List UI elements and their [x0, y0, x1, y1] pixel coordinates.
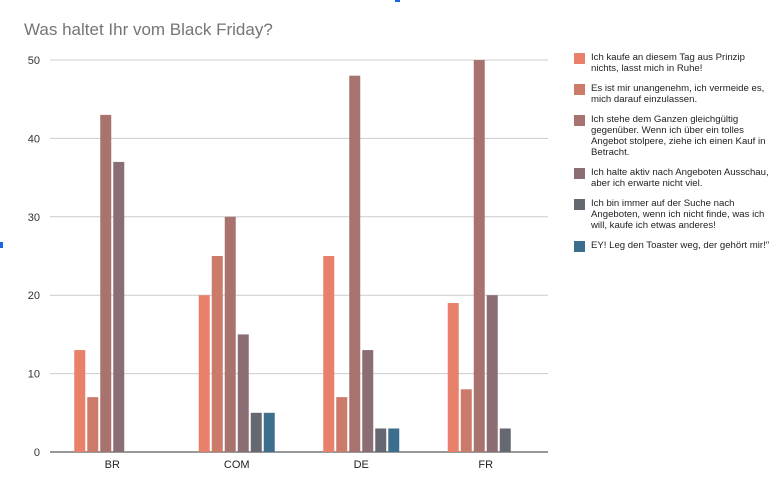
bars: [74, 60, 511, 453]
legend-swatch: [574, 84, 585, 95]
bar-de-series-6: [388, 428, 400, 452]
bar-fr-series-2: [460, 389, 472, 452]
chart-legend: Ich kaufe an diesem Tag aus Prinzip nich…: [574, 52, 774, 261]
x-tick-label: DE: [354, 459, 369, 471]
bar-br-series-4: [113, 161, 125, 453]
bar-br-series-2: [87, 397, 99, 452]
bar-br-series-3: [100, 114, 112, 452]
bar-de-series-4: [362, 350, 374, 452]
bar-com-series-5: [250, 412, 262, 452]
bar-fr-series-4: [486, 295, 498, 452]
bar-fr-series-5: [499, 428, 511, 452]
legend-item-6: EY! Leg den Toaster weg, der gehört mir!…: [574, 240, 774, 252]
legend-item-2: Es ist mir unangenehm, ich vermeide es, …: [574, 83, 774, 105]
bar-de-series-3: [349, 75, 361, 453]
legend-item-4: Ich halte aktiv nach Angeboten Ausschau,…: [574, 167, 774, 189]
bar-de-series-5: [375, 428, 387, 452]
legend-item-5: Ich bin immer auf der Suche nach Angebot…: [574, 198, 774, 231]
bar-com-series-4: [237, 334, 249, 452]
bar-com-series-3: [224, 216, 236, 452]
legend-label: Es ist mir unangenehm, ich vermeide es, …: [591, 83, 765, 105]
legend-label: EY! Leg den Toaster weg, der gehört mir!…: [591, 240, 770, 251]
legend-label: Ich kaufe an diesem Tag aus Prinzip nich…: [591, 52, 745, 74]
y-tick-label: 20: [28, 290, 40, 302]
bar-com-series-2: [211, 256, 223, 452]
legend-item-1: Ich kaufe an diesem Tag aus Prinzip nich…: [574, 52, 774, 74]
bar-de-series-1: [323, 256, 335, 452]
y-tick-label: 40: [28, 133, 40, 145]
bar-com-series-6: [263, 412, 275, 452]
x-tick-label: FR: [478, 459, 493, 471]
legend-swatch: [574, 115, 585, 126]
gridlines: [50, 59, 548, 453]
y-axis: 0 10 20 30 40 50: [28, 55, 40, 459]
edge-marker-top: [395, 0, 400, 2]
legend-swatch: [574, 53, 585, 64]
legend-swatch: [574, 199, 585, 210]
x-tick-label: BR: [105, 459, 120, 471]
legend-swatch: [574, 168, 585, 179]
legend-label: Ich stehe dem Ganzen gleichgültig gegenü…: [591, 114, 766, 158]
bar-com-series-1: [198, 295, 210, 452]
bar-fr-series-1: [447, 303, 459, 452]
edge-marker-left: [0, 242, 3, 248]
y-tick-label: 10: [28, 369, 40, 381]
legend-label: Ich halte aktiv nach Angeboten Ausschau,…: [591, 167, 769, 189]
chart-title: Was haltet Ihr vom Black Friday?: [24, 20, 273, 39]
bar-br-series-1: [74, 350, 86, 452]
x-tick-label: COM: [224, 459, 250, 471]
bar-fr-series-3: [473, 60, 485, 452]
legend-item-3: Ich stehe dem Ganzen gleichgültig gegenü…: [574, 114, 774, 158]
y-tick-label: 50: [28, 55, 40, 67]
bar-de-series-2: [336, 397, 348, 452]
x-axis: BR COM DE FR: [105, 459, 494, 471]
legend-swatch: [574, 241, 585, 252]
legend-label: Ich bin immer auf der Suche nach Angebot…: [591, 198, 765, 231]
y-tick-label: 0: [34, 447, 40, 459]
y-tick-label: 30: [28, 212, 40, 224]
